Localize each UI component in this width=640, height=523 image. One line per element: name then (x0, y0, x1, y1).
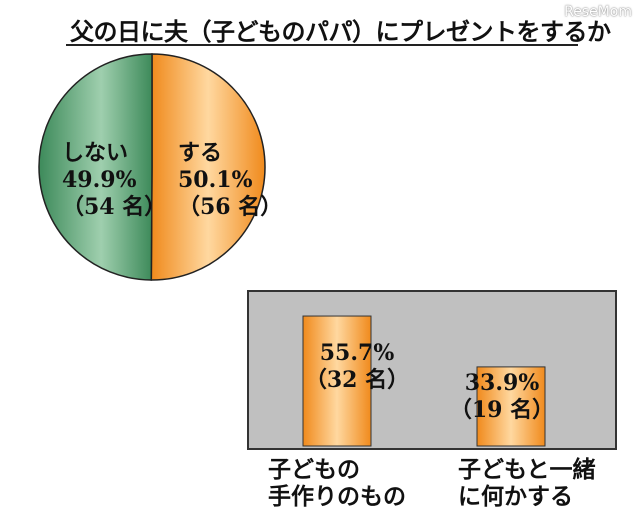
pie-slice-no (38, 53, 153, 281)
pie-chart (38, 53, 266, 281)
title-underline (66, 44, 578, 46)
pie-label-no: しない 49.9% （54 名） (62, 140, 166, 221)
bar-1-percent: 55.7% (319, 340, 395, 366)
category-2-line1: 子どもと一緒 (458, 457, 596, 483)
chart-title: 父の日に夫（子どものパパ）にプレゼントをするか (70, 18, 611, 46)
category-2-line2: に何かする (458, 484, 573, 510)
bar-1 (302, 315, 372, 447)
pie-label-no-text: しない (62, 140, 129, 166)
bar-category-label-1: 子どもの 手作りのもの (268, 457, 406, 511)
bar-2-count: （19 名） (449, 397, 555, 423)
pie-label-no-count: （54 名） (62, 194, 167, 220)
pie-label-yes-percent: 50.1% (178, 167, 253, 193)
bar-chart-plot-area: 55.7% （32 名） 33.9% （19 名） (247, 290, 617, 450)
pie-label-yes-text: する (178, 140, 223, 166)
bar-2-percent: 33.9% (464, 370, 540, 396)
watermark-logo: ReseMom (564, 4, 632, 20)
bar-chart (302, 315, 546, 447)
pie-label-yes-count: （56 名） (178, 194, 283, 220)
bar-value-label-2: 33.9% （19 名） (447, 370, 557, 424)
pie-label-no-percent: 49.9% (62, 167, 137, 193)
category-1-line2: 手作りのもの (268, 484, 406, 510)
bar-category-label-2: 子どもと一緒 に何かする (458, 457, 596, 511)
pie-slice-yes (150, 53, 266, 281)
bar-2 (476, 366, 546, 447)
bar-value-label-1: 55.7% （32 名） (297, 340, 417, 394)
category-1-line1: 子どもの (268, 457, 360, 483)
pie-label-yes: する 50.1% （56 名） (178, 140, 282, 221)
bar-1-count: （32 名） (304, 367, 410, 393)
